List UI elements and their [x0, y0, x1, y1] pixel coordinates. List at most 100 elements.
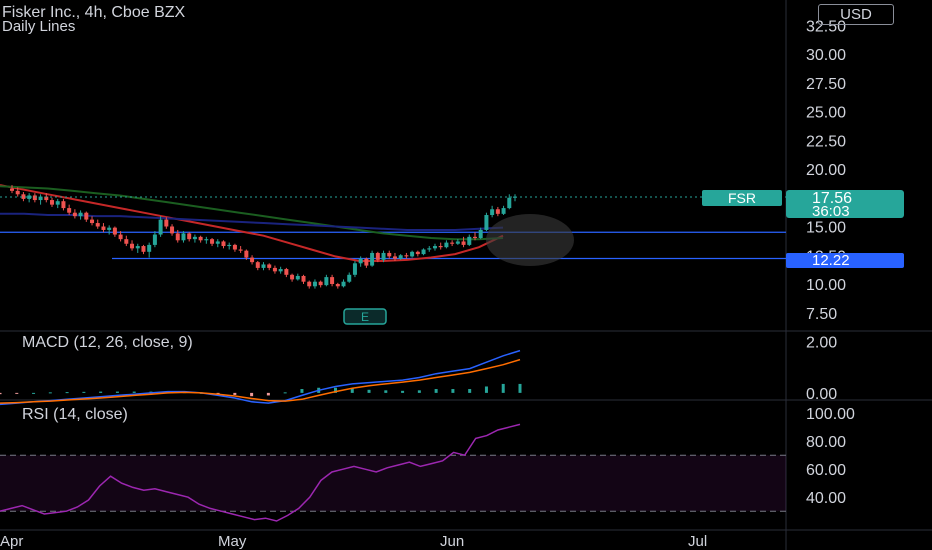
candle-body [272, 267, 277, 272]
candle-body [32, 195, 37, 201]
candle-body [147, 244, 152, 252]
price-pane: E [0, 184, 786, 325]
price-tick-label: 7.50 [806, 306, 837, 323]
rsi-line [0, 423, 521, 522]
candle-body [347, 274, 352, 282]
candle-body [438, 246, 443, 248]
macd-line [0, 349, 521, 406]
candle-body [432, 246, 437, 249]
macd-tick-label: 2.00 [806, 335, 837, 352]
candle-body [330, 277, 335, 284]
rsi-label[interactable]: RSI (14, close) [22, 406, 128, 423]
candle-body [255, 262, 260, 268]
macd-histogram-bar [468, 389, 472, 393]
candle-body [101, 226, 106, 230]
candle-body [38, 196, 43, 201]
candle-body [164, 219, 169, 227]
chart-subtitle: Daily Lines [2, 18, 76, 35]
macd-histogram-bar [434, 389, 438, 393]
price-tick-label: 25.00 [806, 105, 846, 122]
candle-body [170, 226, 175, 234]
candle-body [187, 233, 192, 240]
candle-body [95, 223, 100, 227]
macd-histogram-bar [283, 392, 287, 394]
candle-body [352, 263, 357, 275]
currency-button[interactable]: USD [818, 4, 894, 25]
macd-histogram-bar [99, 391, 103, 393]
candle-body [490, 209, 495, 215]
x-tick-label: Jun [440, 533, 464, 550]
macd-signal-line [0, 358, 521, 404]
candle-body [84, 212, 89, 220]
candle-body [50, 200, 55, 205]
earnings-label: E [361, 310, 369, 324]
candle-body [392, 256, 397, 259]
level-price-label: 12.22 [812, 252, 850, 269]
candle-body [484, 215, 489, 230]
level-price-tag: 12.22 [786, 252, 904, 269]
macd-histogram-bar [233, 392, 237, 395]
candle-body [278, 269, 283, 272]
candle-body [238, 249, 243, 251]
candle-body [421, 249, 426, 255]
macd-pane [0, 349, 522, 406]
moving-average-line [0, 184, 504, 262]
x-tick-label: May [218, 533, 247, 550]
price-tick-label: 15.00 [806, 220, 846, 237]
candle-body [358, 258, 363, 264]
candle-body [72, 212, 77, 217]
candle-body [227, 244, 232, 247]
candle-body [404, 255, 409, 257]
candle-body [90, 219, 95, 224]
candle-body [341, 281, 346, 287]
last-price-label: 17.56 [812, 190, 852, 207]
candle-body [450, 242, 455, 244]
macd-histogram-bar [82, 391, 86, 393]
candle-body [55, 201, 60, 205]
candle-body [118, 234, 123, 240]
macd-histogram-bar [333, 387, 337, 393]
macd-histogram-bar [0, 392, 2, 395]
price-tick-label: 22.50 [806, 133, 846, 150]
axes: 32.5030.0027.5025.0022.5020.0017.5015.00… [0, 18, 904, 550]
macd-histogram-bar [501, 383, 505, 393]
candle-body [107, 227, 112, 230]
candle-body [410, 251, 415, 257]
candle-body [130, 243, 135, 249]
candle-body [301, 275, 306, 282]
candle-body [324, 277, 329, 286]
candle-body [312, 281, 317, 287]
candle-body [444, 242, 449, 248]
candle-body [124, 239, 129, 244]
countdown-label: 36:03 [812, 203, 850, 220]
candle-body [141, 246, 146, 252]
rsi-pane [0, 423, 786, 522]
macd-histogram-bar [115, 391, 119, 393]
ticker-label: FSR [728, 190, 756, 206]
candle-body [112, 227, 117, 235]
candle-body [135, 246, 140, 249]
candle-body [307, 281, 312, 287]
rsi-tick-label: 100.00 [806, 406, 855, 423]
price-tick-label: 10.00 [806, 277, 846, 294]
candle-body [501, 208, 506, 214]
earnings-e-icon: E [343, 308, 387, 325]
candle-body [152, 234, 157, 245]
candle-body [461, 241, 466, 245]
rsi-tick-label: 40.00 [806, 490, 846, 507]
macd-label[interactable]: MACD (12, 26, close, 9) [22, 334, 193, 351]
price-tick-label: 20.00 [806, 162, 846, 179]
candle-body [261, 264, 266, 268]
candle-body [15, 190, 20, 195]
macd-histogram-bar [15, 392, 19, 394]
candle-body [284, 269, 289, 275]
macd-histogram-bar [65, 392, 69, 394]
rsi-tick-label: 60.00 [806, 462, 846, 479]
highlight-zone [486, 214, 574, 266]
candle-body [467, 236, 472, 245]
candle-body [67, 208, 72, 213]
macd-histogram-bar [132, 391, 136, 393]
